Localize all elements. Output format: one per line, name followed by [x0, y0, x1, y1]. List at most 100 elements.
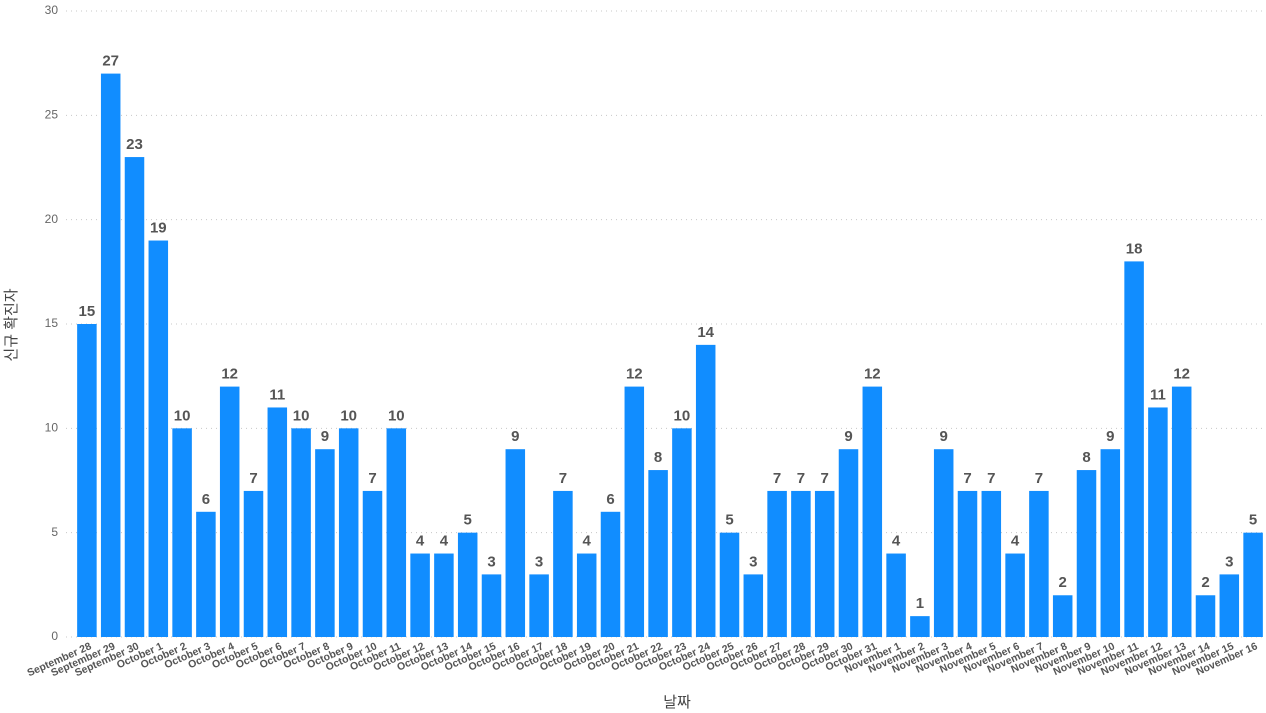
data-label: 1	[916, 595, 924, 612]
data-label: 19	[150, 220, 167, 237]
y-tick-label: 0	[51, 629, 58, 643]
x-axis-title: 날짜	[663, 694, 691, 711]
data-label: 15	[79, 303, 96, 320]
data-label: 8	[1082, 449, 1090, 466]
bar	[791, 490, 811, 637]
data-label: 7	[559, 470, 567, 487]
bar	[1219, 574, 1240, 637]
data-label: 27	[102, 53, 119, 70]
bar	[505, 449, 526, 637]
data-label: 11	[269, 386, 285, 403]
bar	[529, 574, 549, 637]
bar	[1195, 595, 1216, 637]
y-tick-label: 5	[51, 525, 58, 539]
bar	[1029, 490, 1049, 637]
bar	[814, 490, 835, 637]
data-label: 10	[674, 407, 691, 424]
data-label: 4	[416, 533, 425, 550]
bar	[600, 511, 621, 637]
data-label: 7	[797, 470, 805, 487]
y-axis-title: 신규 확진자	[3, 288, 20, 361]
data-label: 7	[773, 470, 781, 487]
y-tick-label: 20	[45, 212, 59, 226]
data-label: 10	[174, 407, 191, 424]
bar	[1124, 261, 1144, 637]
y-tick-label: 15	[45, 316, 59, 330]
bar	[695, 344, 716, 637]
bar	[1052, 595, 1073, 637]
bar	[933, 449, 954, 637]
bar	[434, 553, 454, 637]
bar	[553, 490, 573, 637]
bar	[267, 407, 288, 637]
bar	[1148, 407, 1168, 637]
bar	[719, 532, 740, 637]
bar	[315, 449, 335, 637]
data-label: 7	[368, 470, 376, 487]
bar	[1005, 553, 1025, 637]
bar	[172, 428, 192, 637]
bar	[77, 324, 97, 637]
bar	[1243, 532, 1263, 637]
data-label: 6	[202, 491, 210, 508]
data-label: 7	[821, 470, 829, 487]
bar	[1076, 470, 1097, 637]
data-label: 14	[697, 324, 714, 341]
data-label: 10	[340, 407, 357, 424]
data-label: 9	[321, 428, 329, 445]
bar	[362, 490, 383, 637]
bar	[410, 553, 430, 637]
bar	[957, 490, 978, 637]
data-label: 8	[654, 449, 662, 466]
data-label: 12	[1173, 366, 1190, 383]
bar	[338, 428, 359, 637]
data-label: 7	[987, 470, 995, 487]
data-label: 3	[487, 553, 495, 570]
y-tick-label: 25	[45, 108, 59, 122]
bar	[100, 73, 121, 638]
data-label: 4	[440, 533, 449, 550]
bar	[196, 511, 216, 637]
bar	[1100, 449, 1121, 637]
data-label: 9	[844, 428, 852, 445]
data-label: 10	[293, 407, 310, 424]
bar	[648, 470, 668, 637]
data-label: 2	[1059, 574, 1067, 591]
bar	[481, 574, 502, 637]
data-label: 4	[583, 533, 592, 550]
data-label: 6	[606, 491, 614, 508]
y-tick-label: 10	[45, 421, 59, 435]
bar	[124, 157, 145, 638]
bar	[219, 386, 240, 637]
data-label: 2	[1201, 574, 1209, 591]
data-label: 5	[1249, 512, 1257, 529]
bar	[291, 428, 311, 637]
data-label: 9	[1106, 428, 1114, 445]
bar	[743, 574, 764, 637]
bar	[910, 616, 930, 637]
data-label: 18	[1126, 240, 1143, 257]
data-label: 3	[1225, 553, 1233, 570]
bar	[838, 449, 859, 637]
data-label: 7	[249, 470, 257, 487]
data-label: 7	[1035, 470, 1043, 487]
data-label: 4	[1011, 533, 1020, 550]
bar	[767, 490, 787, 637]
bar	[672, 428, 692, 637]
bar	[1171, 386, 1192, 637]
y-tick-label: 30	[45, 3, 59, 17]
bar	[576, 553, 597, 637]
data-label: 4	[892, 533, 901, 550]
data-label: 12	[864, 366, 881, 383]
bar	[386, 428, 407, 637]
bar	[886, 553, 906, 637]
bar	[862, 386, 883, 637]
data-label: 23	[126, 136, 143, 153]
data-label: 9	[511, 428, 519, 445]
data-label: 5	[464, 512, 472, 529]
bar	[243, 490, 264, 637]
data-label: 3	[749, 553, 757, 570]
data-label: 11	[1150, 386, 1166, 403]
data-label: 7	[963, 470, 971, 487]
